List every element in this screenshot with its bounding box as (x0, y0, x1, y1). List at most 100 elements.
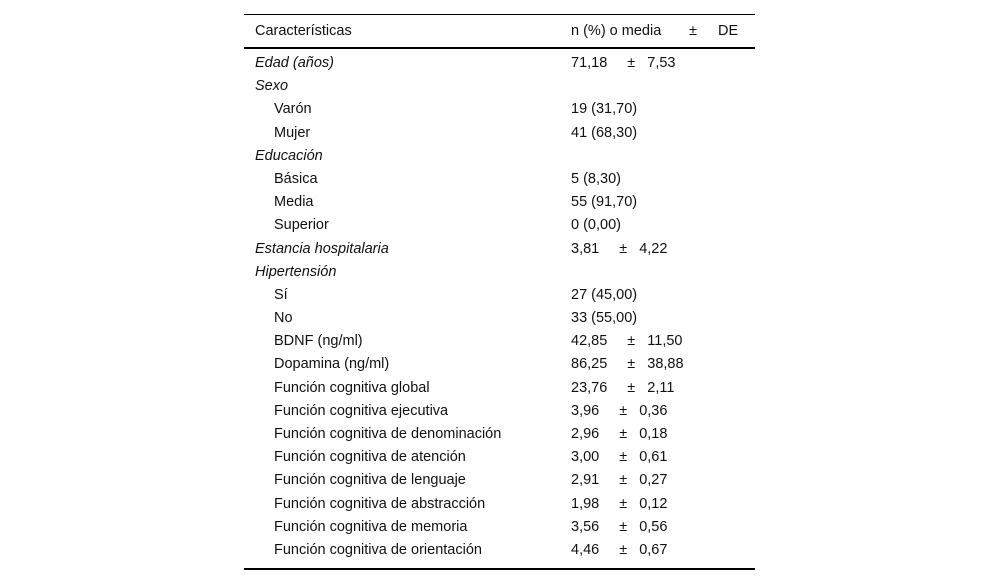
row-pm: ± (627, 379, 636, 396)
row-label: BDNF (ng/ml) (274, 333, 363, 350)
row-value: 1,98 ±0,12 (571, 493, 667, 516)
row-value: 3,56 ±0,56 (571, 516, 667, 539)
row-label: No (274, 310, 293, 327)
row-label: Función cognitiva de abstracción (274, 495, 486, 512)
row-pm: ± (619, 472, 628, 489)
table-row: Básica 5 (8,30) (244, 168, 755, 191)
row-value: 42,85 ±11,50 (571, 330, 682, 353)
header-sd: DE (718, 23, 739, 39)
table-row: Función cognitiva de lenguaje 2,91 ±0,27 (244, 469, 755, 492)
row-label: Básica (274, 170, 318, 187)
row-sd: 0,18 (639, 426, 668, 442)
row-sd: 0,12 (639, 495, 668, 512)
row-pm: ± (619, 518, 628, 535)
table-row: Varón 19 (31,70) (244, 98, 755, 121)
row-value: 2,91 ±0,27 (571, 469, 667, 492)
row-label: Función cognitiva global (274, 379, 430, 396)
row-sd: 0,36 (639, 402, 668, 419)
row-pm: ± (619, 426, 628, 442)
top-rule (244, 14, 755, 15)
table-row: Función cognitiva de atención 3,00 ±0,61 (244, 446, 755, 469)
row-value: 2,96 ±0,18 (571, 423, 667, 446)
table-row: Estancia hospitalaria 3,81 ±4,22 (244, 238, 755, 261)
row-value: 23,76 ±2,11 (571, 377, 674, 400)
header-pm: ± (689, 23, 697, 39)
row-value: 27 (45,00) (571, 286, 638, 303)
row-mean: 86,25 (571, 356, 608, 373)
header-characteristics: Características (255, 23, 352, 39)
row-pm: ± (619, 402, 628, 419)
row-value: 19 (31,70) (571, 101, 638, 118)
row-pm: ± (619, 541, 628, 558)
table-row: Edad (años) 71,18 ±7,53 (244, 52, 755, 75)
table-row: Mujer 41 (68,30) (244, 122, 755, 145)
row-sd: 0,27 (639, 472, 668, 489)
row-label: Función cognitiva de memoria (274, 518, 468, 535)
table-row: Educación (244, 145, 755, 168)
row-label: Educación (255, 147, 323, 164)
row-label: Función cognitiva de atención (274, 449, 466, 466)
row-label: Función cognitiva de lenguaje (274, 472, 466, 489)
row-mean: 3,81 (571, 240, 600, 257)
table-row: Media 55 (91,70) (244, 191, 755, 214)
row-pm: ± (627, 356, 636, 373)
row-label: Hipertensión (255, 263, 337, 280)
row-value: 4,46 ±0,67 (571, 539, 667, 562)
table-header: Características n (%) o media ± DE (244, 15, 755, 47)
row-value: 41 (68,30) (571, 124, 638, 141)
row-mean: 1,98 (571, 495, 600, 512)
row-value: 3,00 ±0,61 (571, 446, 667, 469)
row-value: 55 (91,70) (571, 194, 638, 211)
row-mean: 3,96 (571, 402, 600, 419)
row-mean: 42,85 (571, 333, 608, 350)
row-label: Superior (274, 217, 329, 234)
row-sd: 2,11 (647, 379, 675, 396)
row-pm: ± (619, 240, 628, 257)
table-row: Función cognitiva de orientación 4,46 ±0,6… (244, 539, 755, 562)
row-value: 33 (55,00) (571, 310, 638, 327)
characteristics-table: Características n (%) o media ± DE Edad … (244, 14, 755, 571)
row-label: Estancia hospitalaria (255, 240, 389, 257)
row-sd: 0,67 (639, 541, 668, 558)
row-label: Sexo (255, 78, 289, 95)
table-row: Función cognitiva ejecutiva 3,96 ±0,36 (244, 400, 755, 423)
table-row: Hipertensión (244, 261, 755, 284)
row-mean: 2,91 (571, 472, 600, 489)
header-rule (244, 47, 755, 49)
table-row: No 33 (55,00) (244, 307, 755, 330)
row-pm: ± (619, 449, 628, 466)
row-sd: 4,22 (639, 240, 668, 257)
row-label: Sí (274, 286, 288, 303)
table-row: Superior 0 (0,00) (244, 214, 755, 237)
table-row: BDNF (ng/ml) 42,85 ±11,50 (244, 330, 755, 353)
table-row: Función cognitiva global 23,76 ±2,11 (244, 377, 755, 400)
table-row: Función cognitiva de memoria 3,56 ±0,56 (244, 516, 755, 539)
row-value: 86,25 ±38,88 (571, 353, 684, 376)
table-body: Edad (años) 71,18 ±7,53 Sexo Varón 19 (31,70)… (244, 49, 755, 568)
row-label: Edad (años) (255, 55, 334, 71)
row-sd: 38,88 (647, 356, 684, 373)
row-sd: 7,53 (647, 55, 676, 71)
row-mean: 3,56 (571, 518, 600, 535)
row-label: Varón (274, 101, 312, 118)
header-value: n (%) o media (571, 23, 662, 39)
row-value: 71,18 ±7,53 (571, 52, 676, 75)
row-label: Mujer (274, 124, 311, 141)
row-mean: 2,96 (571, 426, 600, 442)
row-mean: 71,18 (571, 55, 608, 71)
row-mean: 23,76 (571, 379, 608, 396)
table-row: Función cognitiva de denominación 2,96 ±0,… (244, 423, 755, 446)
bottom-rule (244, 568, 755, 571)
row-label: Media (274, 194, 314, 211)
row-sd: 0,56 (639, 518, 668, 535)
row-value: 5 (8,30) (571, 170, 621, 187)
row-pm: ± (619, 495, 628, 512)
row-label: Función cognitiva de orientación (274, 541, 482, 558)
row-mean: 3,00 (571, 449, 600, 466)
row-mean: 4,46 (571, 541, 600, 558)
row-sd: 11,50 (647, 333, 683, 350)
row-label: Función cognitiva ejecutiva (274, 402, 449, 419)
table-row: Sexo (244, 75, 755, 98)
row-label: Función cognitiva de denominación (274, 426, 502, 442)
table-row: Función cognitiva de abstracción 1,98 ±0,1… (244, 493, 755, 516)
